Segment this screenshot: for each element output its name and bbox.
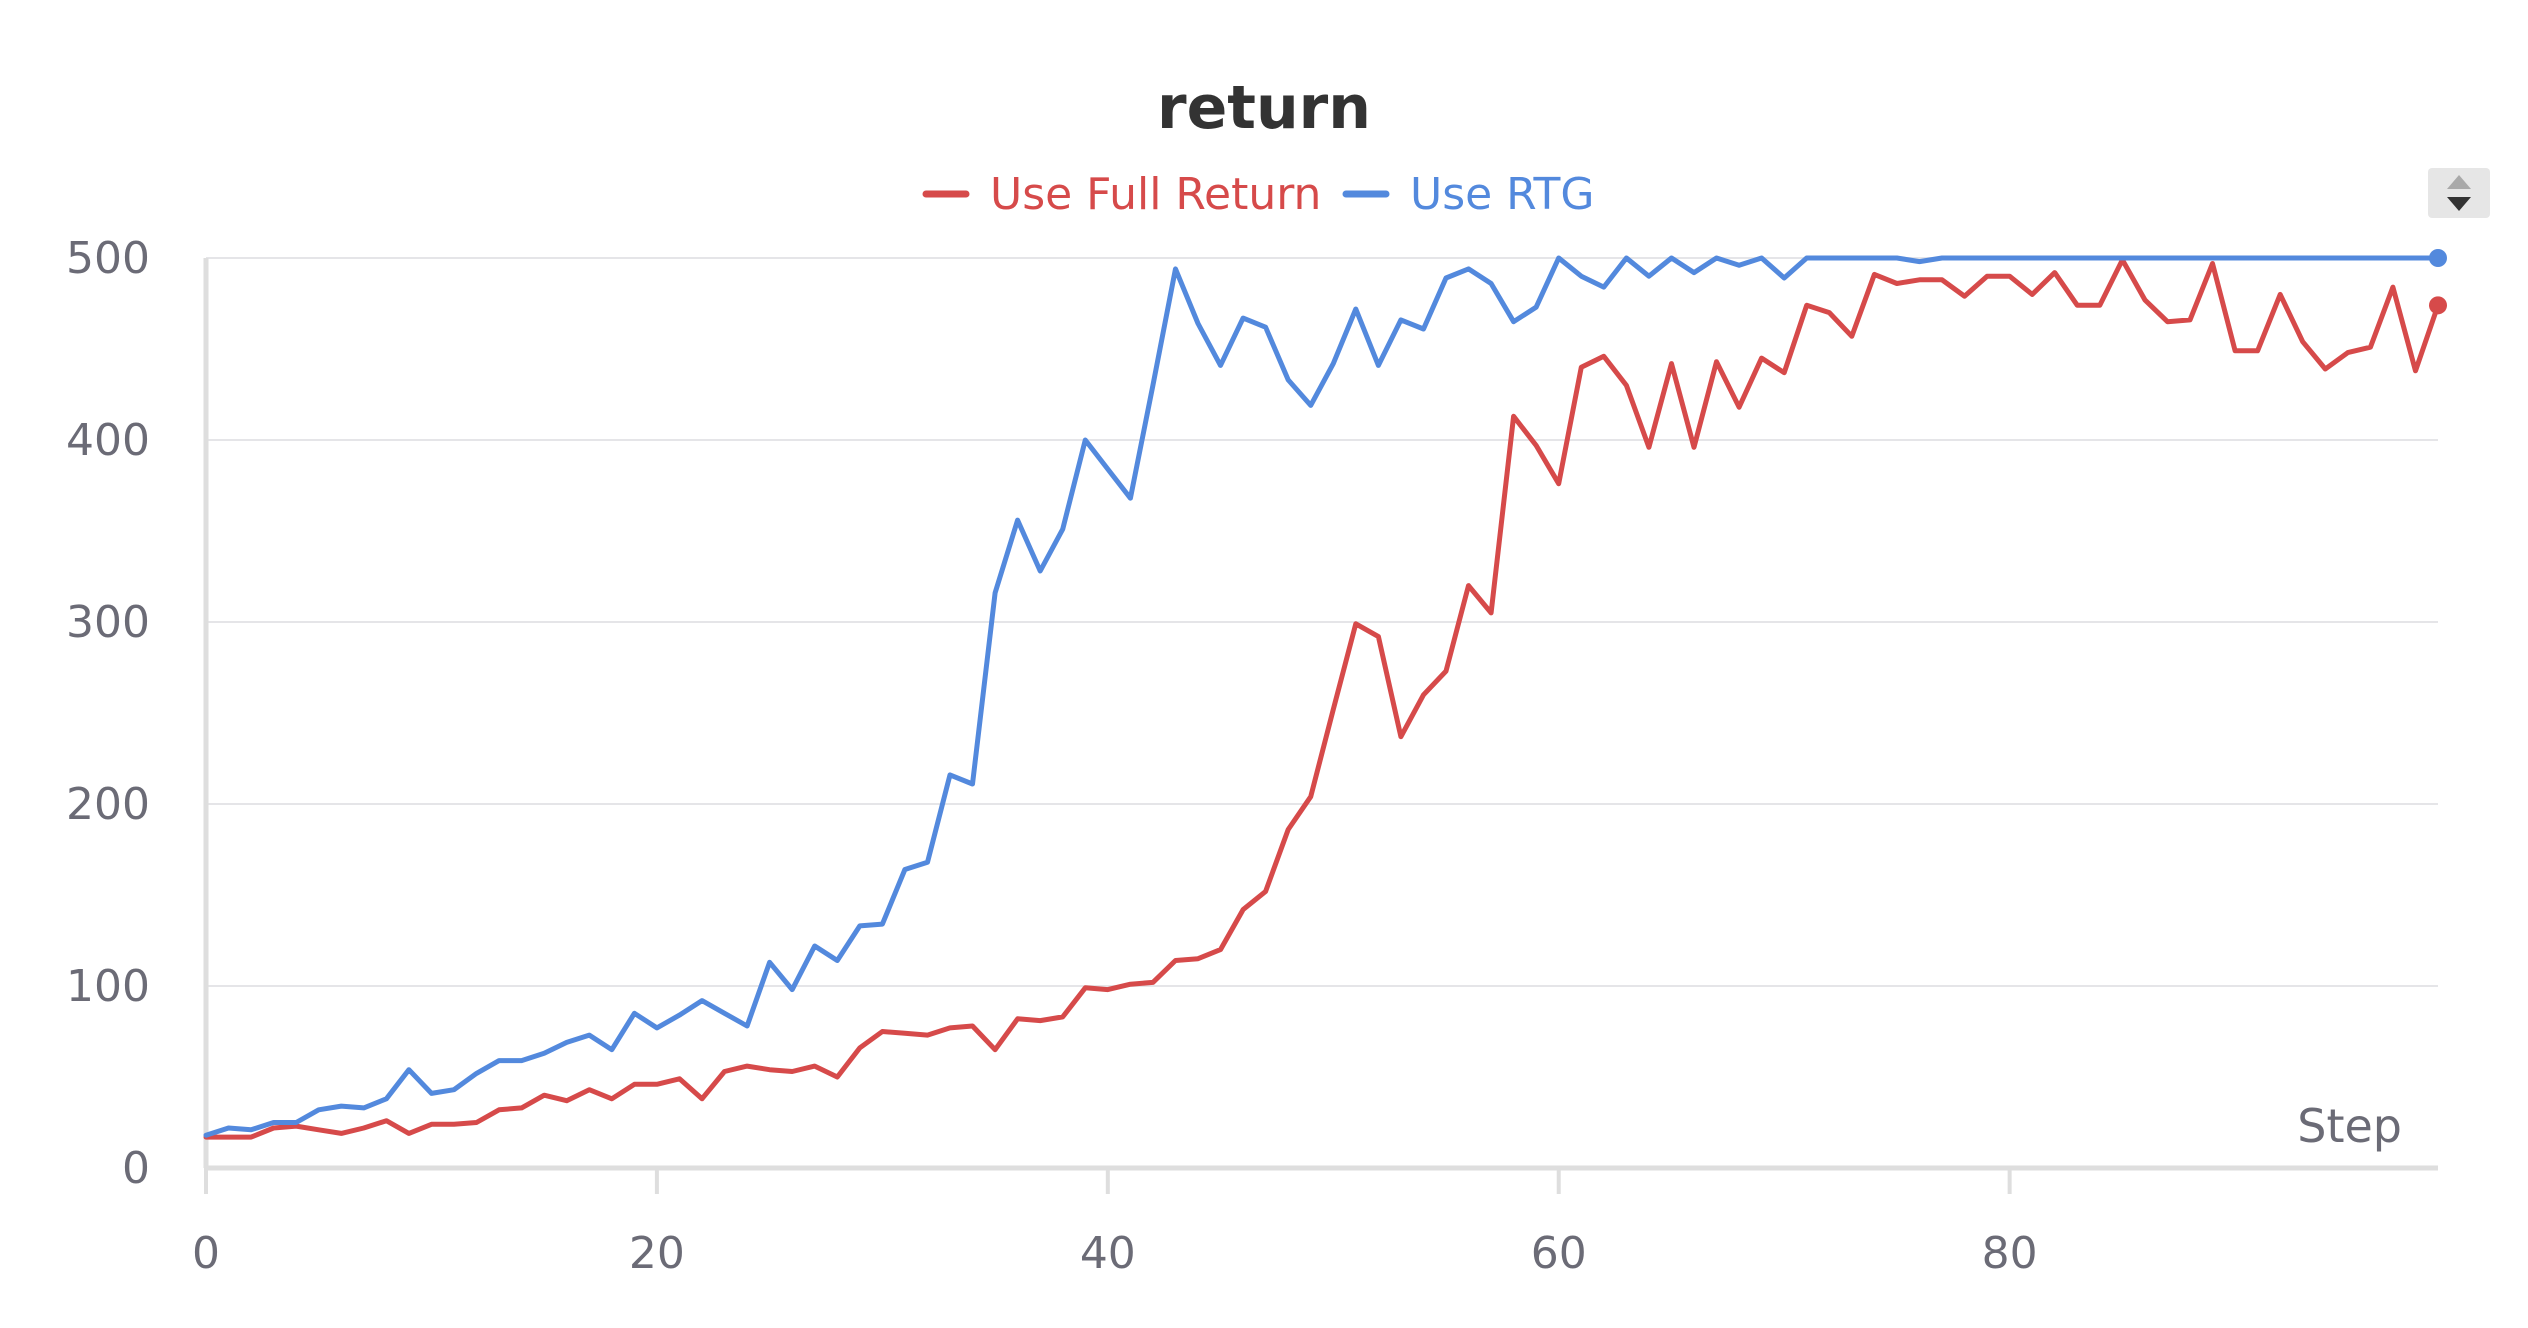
- legend-item-1[interactable]: Use RTG: [1342, 169, 1595, 220]
- x-tick-label-2: 40: [1080, 1228, 1136, 1279]
- x-tick-label-0: 0: [192, 1228, 220, 1279]
- legend-label-0: Use Full Return: [990, 169, 1321, 220]
- series-end-point-1: [2429, 249, 2447, 267]
- chart-title: return: [1157, 73, 1371, 143]
- legend-item-0[interactable]: Use Full Return: [922, 169, 1321, 220]
- series-line-0: [203, 257, 2441, 1140]
- chevron-down-icon[interactable]: [2447, 197, 2471, 211]
- y-tick-label-5: 500: [66, 233, 150, 284]
- chart-axes: 0 100 200 300 400 500 0 20 40 60 80: [66, 233, 2438, 1279]
- y-tick-label-4: 400: [66, 415, 150, 466]
- chart-series: [203, 249, 2447, 1140]
- x-tick-label-4: 80: [1982, 1228, 2038, 1279]
- legend-scroll-control[interactable]: [2428, 168, 2490, 218]
- y-tick-label-1: 100: [66, 961, 150, 1012]
- x-axis-title: Step: [2297, 1099, 2402, 1153]
- series-line-1: [203, 255, 2441, 1138]
- chart-legend: Use Full Return Use RTG: [922, 169, 1595, 220]
- x-tick-label-3: 60: [1531, 1228, 1587, 1279]
- y-tick-label-3: 300: [66, 597, 150, 648]
- x-tick-label-1: 20: [629, 1228, 685, 1279]
- chevron-up-icon[interactable]: [2447, 175, 2471, 189]
- y-tick-label-0: 0: [122, 1143, 150, 1194]
- chart-grid: [206, 257, 2438, 987]
- legend-label-1: Use RTG: [1410, 169, 1595, 220]
- series-end-point-0: [2429, 296, 2447, 315]
- y-tick-label-2: 200: [66, 779, 150, 830]
